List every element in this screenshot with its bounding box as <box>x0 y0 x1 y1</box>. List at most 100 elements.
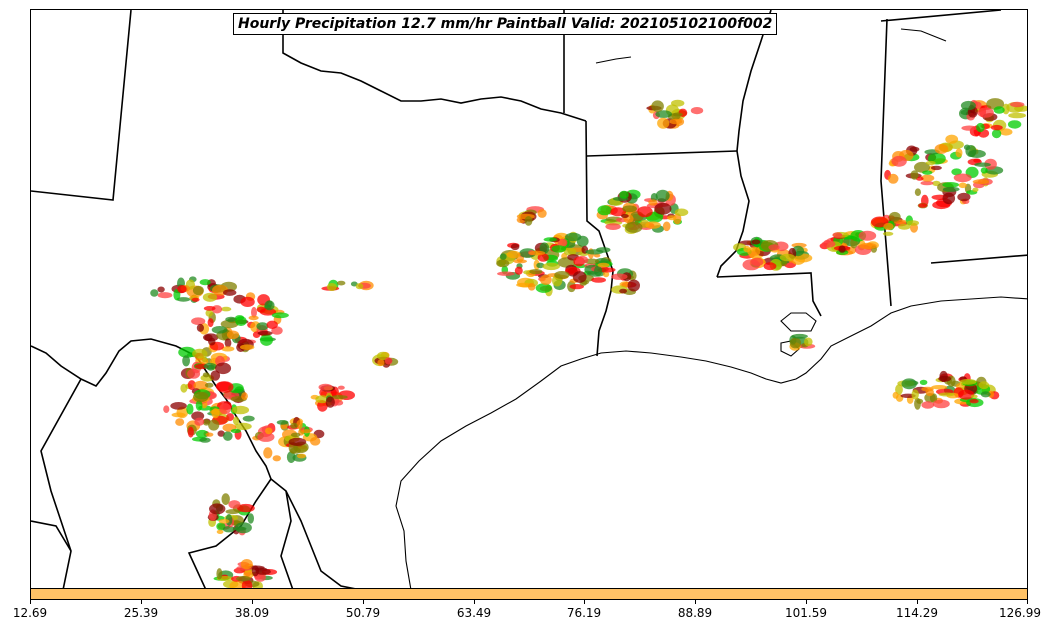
tick-label: 101.59 <box>785 606 827 620</box>
precip-blob <box>977 107 994 118</box>
precip-blob <box>931 385 948 390</box>
precip-blob <box>234 522 252 534</box>
precip-blob <box>671 99 685 107</box>
boundary-mexico-2 <box>31 520 72 552</box>
precip-blob <box>934 144 949 154</box>
precip-blob <box>221 493 230 505</box>
precip-blob <box>958 389 975 400</box>
precip-blob <box>196 323 204 332</box>
precip-blob <box>657 117 670 129</box>
precip-blob <box>241 580 253 588</box>
precip-blob <box>290 422 298 429</box>
map-canvas <box>31 10 1027 588</box>
precip-blob <box>215 362 232 375</box>
precip-blob <box>888 211 901 222</box>
precip-blob <box>925 160 936 166</box>
precip-blob <box>194 417 205 426</box>
precip-blob <box>957 192 971 202</box>
boundary-la-ms <box>716 272 822 317</box>
precip-blob <box>496 259 510 268</box>
boundary-tx-la <box>596 270 614 357</box>
precip-blob <box>205 432 214 437</box>
boundary-al-ga <box>930 254 1027 264</box>
precip-blob <box>208 419 220 431</box>
precip-blob <box>248 315 259 321</box>
precip-blob <box>594 265 603 277</box>
precip-blob <box>247 513 254 524</box>
boundary-mississippi <box>716 10 772 278</box>
precip-blob <box>234 422 252 430</box>
precip-blob <box>205 309 213 317</box>
precip-blob <box>377 359 385 366</box>
precip-blob <box>193 380 209 391</box>
precip-blob <box>662 221 671 232</box>
precip-blob <box>603 271 610 278</box>
precip-blob <box>225 509 241 515</box>
precip-blob <box>242 415 255 422</box>
boundary-tn <box>880 10 1002 22</box>
precip-blob <box>157 286 165 293</box>
precip-blob <box>210 370 221 381</box>
precip-blob <box>554 271 570 279</box>
precip-blob <box>257 330 273 336</box>
colorbar <box>30 588 1028 600</box>
precip-blob <box>569 284 584 290</box>
precip-blob <box>832 232 843 238</box>
precip-blob <box>207 318 214 328</box>
precip-blob <box>516 282 532 288</box>
precip-blob <box>967 149 986 158</box>
precip-blob <box>182 355 191 367</box>
precip-blob <box>211 408 220 419</box>
precip-blob <box>211 326 228 334</box>
precip-blob <box>527 283 536 291</box>
precip-blob <box>204 382 214 388</box>
tick-mark <box>363 600 364 604</box>
precip-blob <box>980 391 991 398</box>
precip-blob <box>1010 101 1025 108</box>
precip-blob <box>974 162 991 167</box>
precip-blob <box>175 418 185 426</box>
precip-blob <box>260 334 273 346</box>
precip-blob <box>667 215 677 221</box>
precip-blob <box>621 214 629 218</box>
precip-blob <box>920 174 935 182</box>
precip-blob <box>768 244 780 251</box>
precip-blob <box>891 155 907 167</box>
precip-blob <box>669 118 683 125</box>
precip-blob <box>514 266 523 275</box>
precip-blob <box>218 519 230 524</box>
precip-blob <box>219 403 232 415</box>
precip-blob <box>229 580 246 588</box>
tick-mark <box>1027 600 1028 604</box>
precip-blob <box>202 372 210 378</box>
precip-blob <box>654 202 672 215</box>
precip-blob <box>224 338 232 348</box>
precip-blob <box>286 451 296 463</box>
tick-label: 38.09 <box>234 606 270 620</box>
precip-blob <box>674 208 689 217</box>
precip-blob <box>1007 120 1022 129</box>
precip-blob <box>914 188 922 196</box>
precip-blob <box>240 559 253 570</box>
precip-blob <box>537 253 549 262</box>
tick-label: 76.19 <box>566 606 602 620</box>
precip-blob <box>497 271 515 276</box>
precip-blob <box>597 262 610 268</box>
precip-blob <box>263 447 273 459</box>
precip-blob <box>898 223 911 230</box>
boundary-nm-west <box>31 10 132 201</box>
boundary-mexico-inner <box>40 378 82 588</box>
precip-blob <box>751 257 764 267</box>
precip-blob <box>195 400 203 411</box>
precip-blob <box>225 316 237 322</box>
precip-blob <box>226 413 235 422</box>
precip-blob <box>637 206 653 218</box>
precip-blob <box>895 384 903 395</box>
precip-blob <box>763 262 777 271</box>
tick-mark <box>252 600 253 604</box>
precip-blob <box>199 437 211 443</box>
precip-blob <box>625 221 643 233</box>
precip-blob <box>804 337 813 347</box>
precip-blob <box>377 351 390 361</box>
precip-blob <box>859 242 877 250</box>
